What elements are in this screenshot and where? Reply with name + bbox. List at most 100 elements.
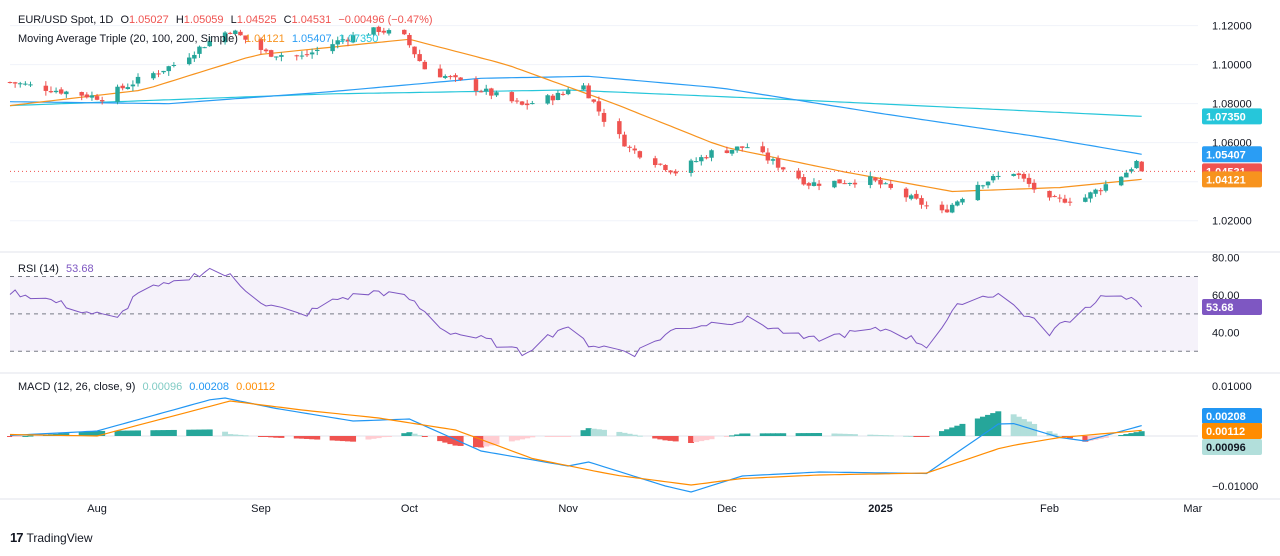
- candle-body: [304, 54, 310, 56]
- candle-body: [161, 70, 166, 73]
- rsi-legend: RSI (14) 53.68: [18, 263, 94, 275]
- macd-histogram-bar: [201, 429, 208, 436]
- candle-body: [1098, 190, 1103, 192]
- macd-histogram-bar: [734, 434, 741, 436]
- macd-tick-label: −0.01000: [1212, 481, 1258, 493]
- macd-histogram-bar: [119, 430, 126, 436]
- macd-histogram-bar: [150, 430, 157, 436]
- candle-body: [345, 39, 351, 42]
- macd-line-badge-bg: [1202, 408, 1262, 424]
- candle-body: [58, 89, 64, 94]
- candle-body: [192, 54, 197, 59]
- macd-histogram-bar: [304, 436, 310, 439]
- macd-histogram-bar: [7, 436, 13, 437]
- candle-body: [555, 92, 561, 100]
- x-tick-label: Sep: [251, 503, 271, 515]
- candle-body: [202, 47, 207, 49]
- candle-body: [586, 85, 591, 99]
- macd-histogram-bar: [841, 433, 848, 436]
- candle-body: [765, 152, 771, 161]
- macd-histogram-bar: [626, 433, 633, 436]
- candle-body: [473, 79, 479, 91]
- candle-body: [64, 91, 69, 95]
- macd-histogram-bar: [1102, 436, 1109, 438]
- ma200-line: [9, 89, 1142, 117]
- candle-body: [627, 146, 632, 148]
- candle-body: [453, 75, 458, 78]
- macd-histogram-bar: [1010, 414, 1017, 436]
- symbol-label: EUR/USD Spot, 1D: [18, 14, 114, 26]
- candle-body: [89, 95, 95, 98]
- chart-canvas[interactable]: 1.120001.100001.080001.060001.040001.020…: [0, 0, 1280, 525]
- macd-histogram-bar: [186, 429, 193, 436]
- macd-histogram-bar: [22, 435, 29, 437]
- macd-signal-badge-bg: [1202, 423, 1262, 439]
- candle-body: [760, 146, 765, 153]
- macd-histogram-bar: [954, 425, 961, 436]
- macd-histogram-bar: [375, 436, 382, 439]
- candle-body: [837, 179, 842, 184]
- macd-histogram-bar: [585, 428, 592, 436]
- candle-body: [340, 39, 346, 41]
- candle-body: [1083, 197, 1088, 202]
- macd-histogram-bar: [631, 434, 638, 436]
- macd-histogram-bar: [488, 436, 495, 446]
- candle-body: [852, 182, 858, 185]
- candle-body: [171, 64, 177, 66]
- macd-histogram-bar: [974, 418, 981, 436]
- candle-body: [274, 56, 279, 58]
- candle-body: [458, 77, 463, 80]
- macd-histogram-bar: [621, 432, 628, 436]
- macd-histogram-bar: [764, 433, 771, 436]
- candle-body: [94, 96, 100, 100]
- macd-histogram-bar: [17, 436, 24, 437]
- branding-label: TradingView: [26, 530, 93, 545]
- macd-histogram-bar: [867, 434, 874, 436]
- macd-histogram-bar: [1123, 434, 1130, 436]
- candle-body: [402, 29, 407, 35]
- macd-histogram-bar: [365, 436, 372, 440]
- macd-histogram-bar: [529, 436, 536, 438]
- macd-histogram-bar: [196, 429, 203, 436]
- candle-body: [888, 183, 893, 188]
- macd-histogram-bar: [590, 428, 597, 436]
- macd-histogram-bar: [923, 436, 930, 437]
- macd-histogram-bar: [672, 436, 679, 442]
- macd-histogram-bar: [401, 433, 408, 436]
- candle-body: [156, 73, 161, 75]
- macd-histogram-bar: [222, 431, 229, 436]
- macd-histogram-bar: [851, 434, 858, 436]
- candle-body: [1047, 190, 1052, 198]
- candle-body: [151, 73, 156, 79]
- macd-histogram-bar: [729, 435, 735, 437]
- candle-body: [770, 159, 776, 161]
- candle-body: [545, 95, 550, 104]
- macd-histogram-bar: [544, 436, 551, 437]
- change-value: −0.00496 (−0.47%): [338, 14, 433, 26]
- tradingview-logo[interactable]: 17 TradingView: [10, 530, 93, 545]
- candle-body: [873, 177, 878, 181]
- candle-body: [1057, 197, 1062, 199]
- macd-histogram-bar: [723, 436, 730, 437]
- macd-histogram-bar: [693, 436, 700, 443]
- macd-histogram-bar: [314, 436, 321, 440]
- macd-histogram-bar: [759, 433, 766, 436]
- candle-body: [780, 167, 786, 170]
- candle-body: [806, 183, 812, 186]
- macd-histogram-bar: [380, 436, 387, 438]
- macd-histogram-bar: [990, 413, 997, 436]
- macd-histogram-bar: [416, 435, 423, 437]
- candle-body: [443, 76, 448, 78]
- candle-body: [745, 147, 750, 149]
- macd-line-value: 0.00208: [189, 381, 230, 393]
- macd-histogram-bar: [1128, 433, 1135, 436]
- macd-histogram-bar: [770, 433, 776, 436]
- macd-histogram-bar: [160, 430, 167, 436]
- macd-histogram-bar: [94, 431, 101, 436]
- ma100-badge-bg: [1202, 146, 1262, 163]
- candle-body: [560, 93, 566, 95]
- candle-body: [663, 164, 668, 171]
- candle-body: [12, 82, 18, 84]
- candle-body: [48, 91, 54, 93]
- candle-body: [980, 185, 986, 187]
